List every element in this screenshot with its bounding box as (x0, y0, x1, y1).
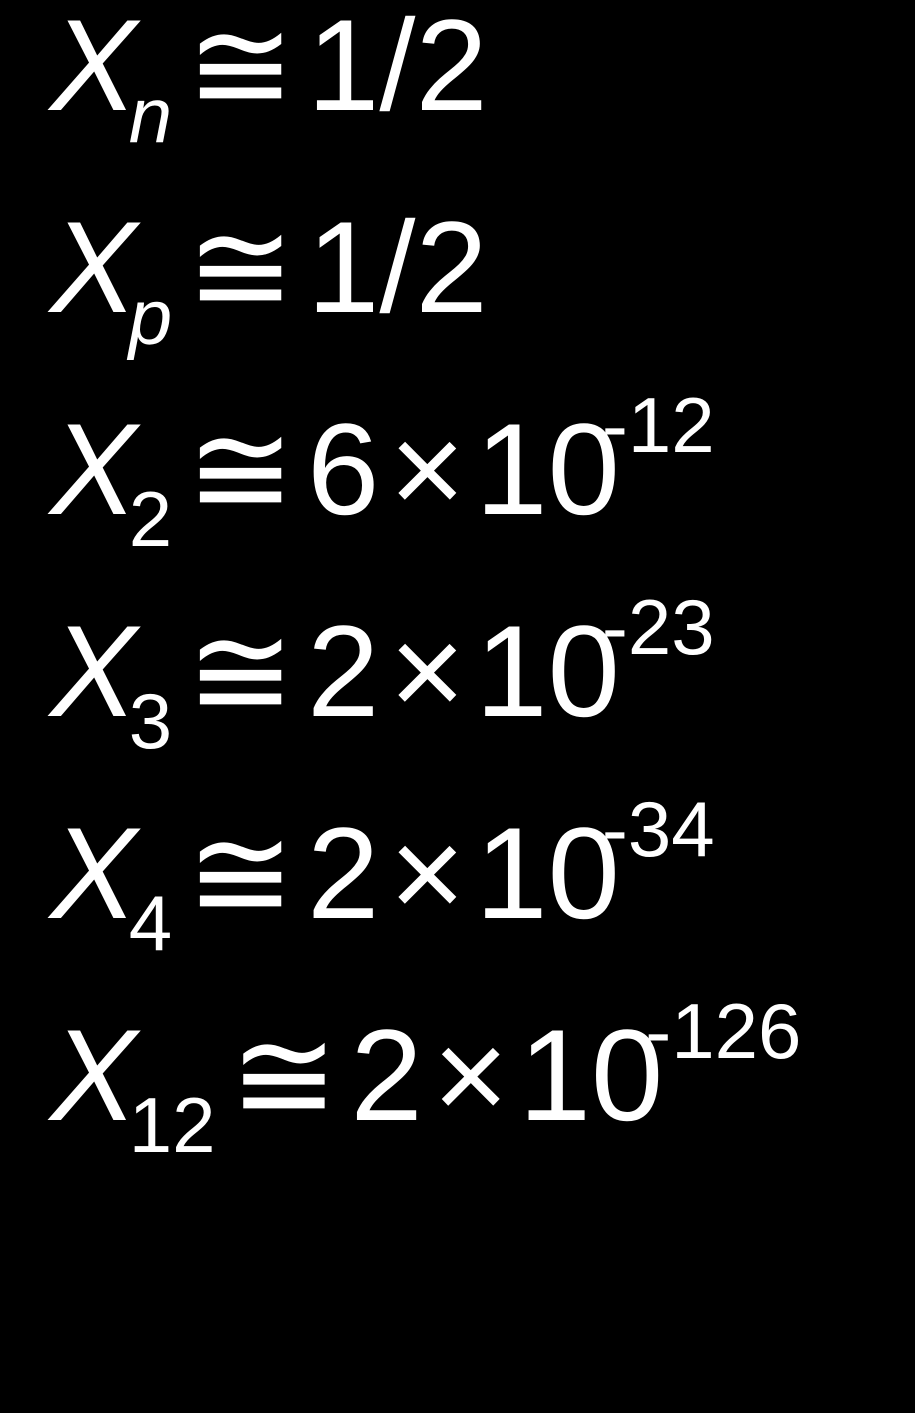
variable-letter: X (50, 606, 137, 736)
exponent: -126 (645, 992, 801, 1070)
base: 10 (475, 404, 620, 534)
base: 10 (475, 808, 620, 938)
equation-list: X n ≅ 1/2 X p ≅ 1/2 X 2 ≅ 6 × 10 -12 X 3… (0, 0, 915, 1140)
equation-row: X 2 ≅ 6 × 10 -12 (50, 404, 865, 534)
base: 10 (519, 1010, 664, 1140)
subscript: 3 (129, 682, 172, 760)
value-fraction: 1/2 (307, 202, 488, 332)
multiply-symbol: × (389, 808, 465, 938)
variable-letter: X (50, 1010, 137, 1140)
subscript: 4 (129, 884, 172, 962)
base: 10 (475, 606, 620, 736)
variable-letter: X (50, 808, 137, 938)
coefficient: 2 (307, 606, 379, 736)
multiply-symbol: × (389, 404, 465, 534)
subscript: 2 (129, 480, 172, 558)
approx-symbol: ≅ (186, 202, 295, 332)
coefficient: 6 (307, 404, 379, 534)
multiply-symbol: × (389, 606, 465, 736)
variable-letter: X (50, 0, 137, 130)
equation-row: X 12 ≅ 2 × 10 -126 (50, 1010, 865, 1140)
value-fraction: 1/2 (307, 0, 488, 130)
approx-symbol: ≅ (229, 1010, 338, 1140)
equation-row: X 3 ≅ 2 × 10 -23 (50, 606, 865, 736)
exponent: -34 (602, 790, 715, 868)
coefficient: 2 (307, 808, 379, 938)
approx-symbol: ≅ (186, 606, 295, 736)
equation-row: X n ≅ 1/2 (50, 0, 865, 130)
subscript: p (129, 278, 172, 356)
equation-row: X 4 ≅ 2 × 10 -34 (50, 808, 865, 938)
multiply-symbol: × (433, 1010, 509, 1140)
approx-symbol: ≅ (186, 404, 295, 534)
equation-row: X p ≅ 1/2 (50, 202, 865, 332)
approx-symbol: ≅ (186, 808, 295, 938)
exponent: -12 (602, 386, 715, 464)
coefficient: 2 (350, 1010, 422, 1140)
variable-letter: X (50, 404, 137, 534)
variable-letter: X (50, 202, 137, 332)
subscript: n (129, 76, 172, 154)
exponent: -23 (602, 588, 715, 666)
subscript: 12 (129, 1086, 216, 1164)
approx-symbol: ≅ (186, 0, 295, 130)
